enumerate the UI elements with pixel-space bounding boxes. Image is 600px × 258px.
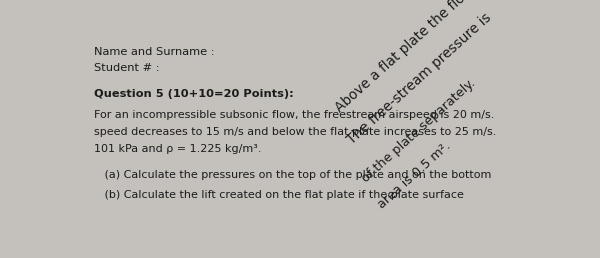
Text: For an incompressible subsonic flow, the freestream airspeed is 20 m/s.: For an incompressible subsonic flow, the… [94,110,494,120]
Text: (a) Calculate the pressures on the top of the plate and on the bottom: (a) Calculate the pressures on the top o… [94,170,491,180]
Text: of the plate separately.: of the plate separately. [359,76,478,185]
Text: 101 kPa and ρ = 1.225 kg/m³.: 101 kPa and ρ = 1.225 kg/m³. [94,144,261,154]
Text: Above a flat plate the flow: Above a flat plate the flow [333,0,476,115]
Text: The free-stream pressure is: The free-stream pressure is [344,11,494,147]
Text: Question 5 (10+10=20 Points):: Question 5 (10+10=20 Points): [94,88,293,99]
Text: Student # :: Student # : [94,63,159,73]
Text: Name and Surname :: Name and Surname : [94,47,214,57]
Text: (b) Calculate the lift created on the flat plate if the plate surface: (b) Calculate the lift created on the fl… [94,190,463,200]
Text: area is 0.5 m².: area is 0.5 m². [376,139,454,211]
Text: speed decreases to 15 m/s and below the flat plate increases to 25 m/s.: speed decreases to 15 m/s and below the … [94,127,496,137]
